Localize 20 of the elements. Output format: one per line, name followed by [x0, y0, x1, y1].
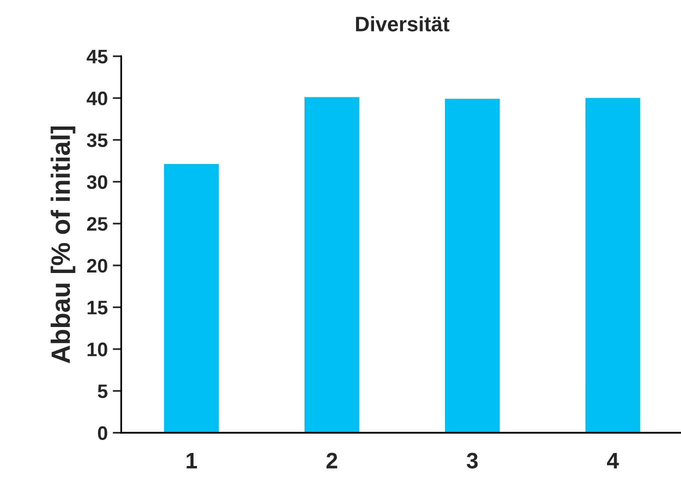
bar: [162, 162, 220, 433]
bar: [584, 96, 642, 433]
y-axis-title: Abbau [% of initial]: [50, 126, 76, 364]
y-tick-label: 45: [86, 50, 108, 64]
y-tick-label: 0: [98, 426, 108, 440]
x-tick-label: 2: [326, 452, 338, 468]
x-tick-label: 3: [466, 452, 478, 469]
y-tick-label: 40: [86, 92, 108, 106]
x-tick-label: 1: [186, 453, 198, 468]
bar: [303, 96, 361, 433]
y-tick-label: 35: [86, 133, 108, 148]
y-tick-label: 5: [98, 384, 108, 398]
y-tick-label: 25: [87, 217, 108, 231]
x-tick-label: 4: [606, 453, 619, 468]
y-tick-label: 30: [86, 175, 108, 190]
bar: [444, 97, 502, 433]
chart-title: Diversität: [356, 16, 450, 32]
y-tick-label: 20: [87, 258, 108, 273]
y-tick-label: 15: [88, 300, 108, 314]
y-tick-label: 10: [88, 342, 108, 356]
